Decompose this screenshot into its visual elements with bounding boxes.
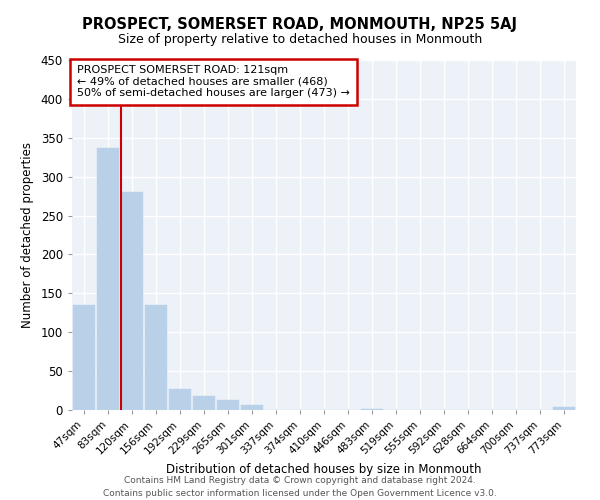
- Bar: [361, 409, 383, 410]
- Bar: [193, 396, 215, 410]
- Bar: [241, 406, 263, 410]
- Bar: [169, 389, 191, 410]
- Text: Size of property relative to detached houses in Monmouth: Size of property relative to detached ho…: [118, 32, 482, 46]
- Y-axis label: Number of detached properties: Number of detached properties: [21, 142, 34, 328]
- Bar: [217, 400, 239, 410]
- Bar: [145, 305, 167, 410]
- Bar: [73, 305, 95, 410]
- Text: PROSPECT SOMERSET ROAD: 121sqm
← 49% of detached houses are smaller (468)
50% of: PROSPECT SOMERSET ROAD: 121sqm ← 49% of …: [77, 66, 350, 98]
- X-axis label: Distribution of detached houses by size in Monmouth: Distribution of detached houses by size …: [166, 463, 482, 476]
- Text: PROSPECT, SOMERSET ROAD, MONMOUTH, NP25 5AJ: PROSPECT, SOMERSET ROAD, MONMOUTH, NP25 …: [83, 18, 517, 32]
- Bar: [97, 148, 119, 410]
- Text: Contains HM Land Registry data © Crown copyright and database right 2024.
Contai: Contains HM Land Registry data © Crown c…: [103, 476, 497, 498]
- Bar: [121, 192, 143, 410]
- Bar: [553, 407, 575, 410]
